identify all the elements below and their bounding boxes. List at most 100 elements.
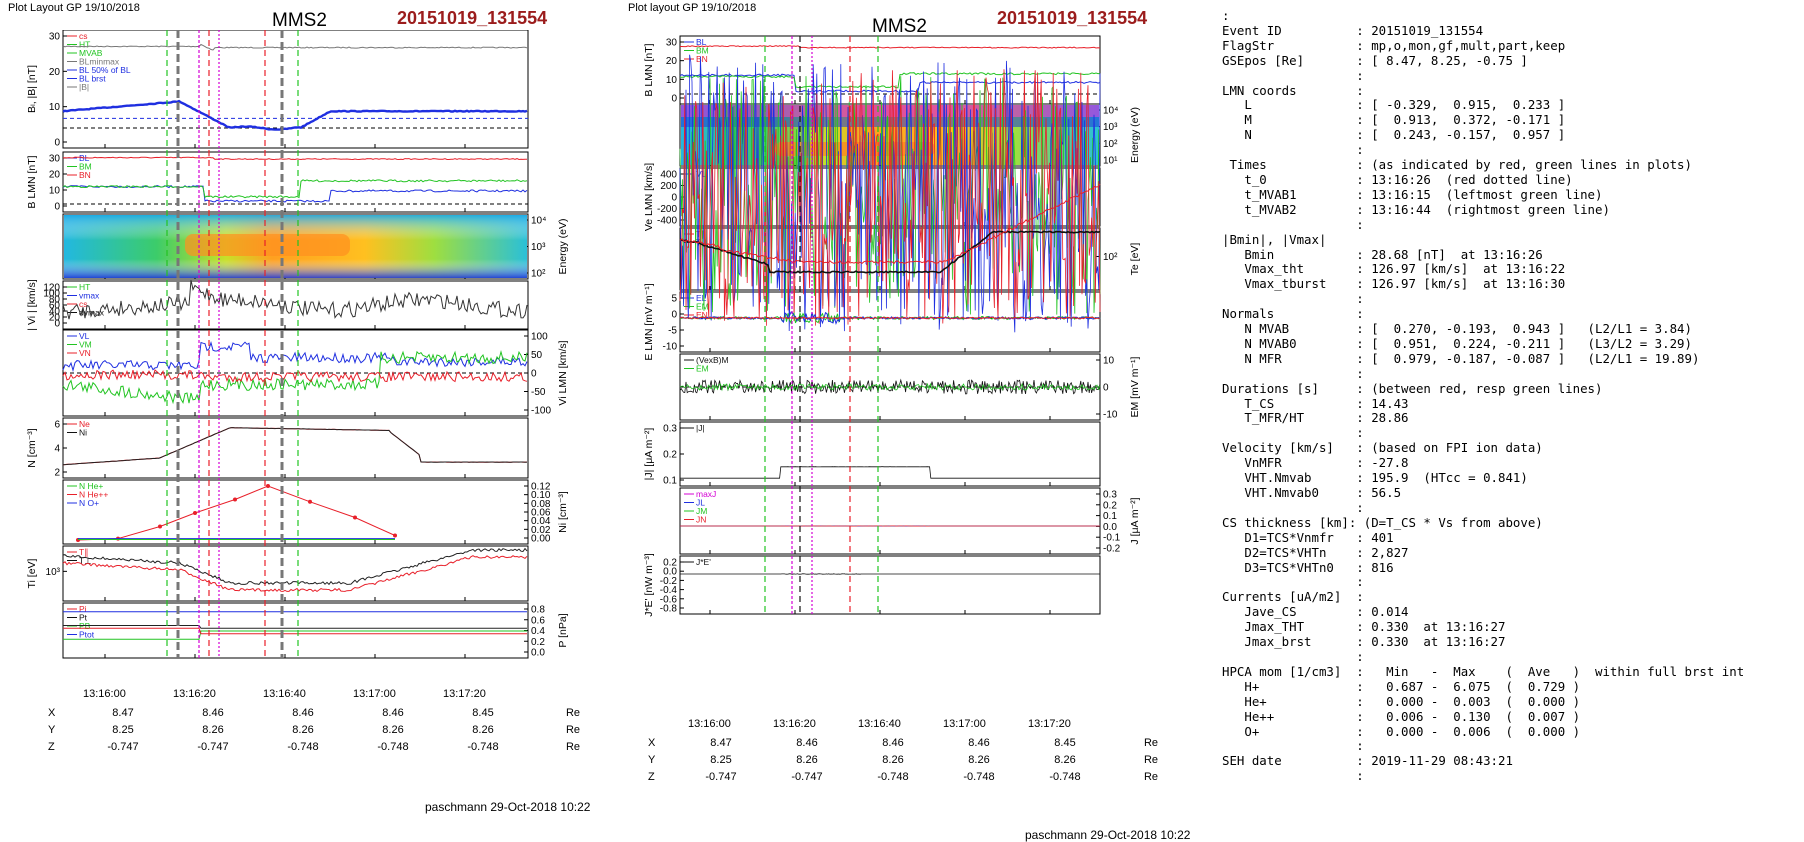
summary-line: : <box>1222 143 1802 158</box>
summary-line: N : [ 0.243, -0.157, 0.957 ] <box>1222 128 1802 143</box>
p1-ti-tick-label: 10³ <box>46 567 61 578</box>
p2-j-ylabel: |J| [μA m⁻²] <box>643 428 655 481</box>
p1-n-tick-label: 6 <box>54 420 60 431</box>
p1-nhepp-point <box>266 484 270 488</box>
p1-blmn-frame <box>63 152 528 212</box>
p1-nhe-ylabel: Ni [cm⁻³] <box>557 491 569 533</box>
position-value: -0.748 <box>258 738 348 755</box>
summary-line: VHT.Nmvab : 195.9 (HTcc = 0.841) <box>1222 471 1802 486</box>
summary-line: T_CS : 14.43 <box>1222 397 1802 412</box>
time-tick-label: 13:16:20 <box>173 688 216 700</box>
p1-b-ylabel: Bₗ, |B| [nT] <box>26 65 38 113</box>
p2-em-tick-label: 0 <box>1103 383 1109 394</box>
p2-e-tick-label: 0 <box>671 310 677 321</box>
p2-spec-tick-label: 10⁴ <box>1103 106 1118 117</box>
position-value: 8.26 <box>764 751 850 768</box>
p2-te-ylabel: Te [eV] <box>1129 243 1141 276</box>
summary-line: Jave_CS : 0.014 <box>1222 605 1802 620</box>
p2-j-tick-label: 0.3 <box>663 424 677 435</box>
plot1-event-id: 20151019_131554 <box>397 8 547 29</box>
time-tick-label: 13:16:40 <box>263 688 306 700</box>
position-value: -0.747 <box>78 738 168 755</box>
p2-e-tick-label: 5 <box>671 294 677 305</box>
position-value: 8.26 <box>1022 751 1108 768</box>
p2-jlmn-legend-entry: JN <box>696 515 706 525</box>
summary-line: He+ : 0.000 - 0.003 ( 0.000 ) <box>1222 695 1802 710</box>
summary-line: N MFR : [ 0.979, -0.187, -0.087 ] (L2/L1… <box>1222 352 1802 367</box>
position-value: -0.747 <box>168 738 258 755</box>
p2-e-tick-label: -5 <box>668 326 677 337</box>
p1-blmn-tick-label: 0 <box>54 202 60 213</box>
p1-vilmn-red <box>63 370 527 382</box>
p2-blmn-tick-label: 20 <box>666 56 678 67</box>
p2-j-tick-label: 0.1 <box>663 476 677 487</box>
p1-nhe-tick-label: 0.12 <box>531 482 551 493</box>
p1-blmn-tick-label: 30 <box>49 154 61 165</box>
summary-line: VHT.Nmvab0 : 56.5 <box>1222 486 1802 501</box>
summary-line: Durations [s] : (between red, resp green… <box>1222 382 1802 397</box>
p1-nhepp-point <box>233 498 237 502</box>
position-value: 8.45 <box>1022 734 1108 751</box>
summary-line: D1=TCS*Vnmfr : 401 <box>1222 531 1802 546</box>
p1-vilmn-ylabel: Vi LMN [km/s] <box>557 340 569 405</box>
summary-line: HPCA mom [1/cm3] : Min - Max ( Ave ) wit… <box>1222 665 1802 680</box>
p1-vilmn-blue <box>63 342 527 370</box>
p2-spec-ylabel: Energy (eV) <box>1129 107 1141 163</box>
summary-line: SEH date : 2019-11-29 08:43:21 <box>1222 754 1802 769</box>
position-unit: Re <box>1108 751 1194 768</box>
position-value: 8.45 <box>438 704 528 721</box>
summary-line: L : [ -0.329, 0.915, 0.233 ] <box>1222 98 1802 113</box>
time-tick-label: 13:16:20 <box>773 718 816 730</box>
p1-spectrogram-core <box>185 234 350 256</box>
p2-blmn-legend-entry: BN <box>696 54 708 64</box>
p1-b-tick-label: 10 <box>49 102 61 113</box>
summary-line: : <box>1222 9 1802 24</box>
p2-blmn-tick-label: 0 <box>671 94 677 105</box>
p1-tpar-trace <box>63 556 527 592</box>
p1-nhepp-point <box>393 534 397 538</box>
position-value: -0.748 <box>850 768 936 785</box>
p2-blmn-ylabel: B LMN [nT] <box>643 43 655 96</box>
time-tick-label: 13:16:00 <box>688 718 731 730</box>
p2-spec-tick-label: 10³ <box>1103 122 1118 133</box>
p1-blmn-legend-entry: BN <box>79 170 91 180</box>
summary-line: t_MVAB2 : 13:16:44 (rightmost green line… <box>1222 203 1802 218</box>
position-value: 8.26 <box>168 721 258 738</box>
p2-ve-tick-label: -200 <box>657 204 677 215</box>
position-value: 8.26 <box>348 721 438 738</box>
summary-line: Event ID : 20151019_131554 <box>1222 24 1802 39</box>
position-value: 8.47 <box>78 704 168 721</box>
plot2-event-id: 20151019_131554 <box>997 8 1147 29</box>
time-tick-label: 13:17:00 <box>943 718 986 730</box>
plot2-time-axis: 13:16:00 13:16:20 13:16:40 13:17:00 13:17:20 <box>672 718 1128 732</box>
p1-n-tick-label: 2 <box>54 468 60 479</box>
position-axis: Y <box>648 751 678 768</box>
p1-n-ylabel: N [cm⁻³] <box>26 428 38 467</box>
plot1-footer: paschmann 29-Oct-2018 10:22 <box>425 800 590 814</box>
position-axis: Z <box>648 768 678 785</box>
p2-ve-ylabel: Ve LMN [km/s] <box>643 163 655 231</box>
p1-bl-brst-trace <box>63 101 527 130</box>
p1-b-tick-label: 30 <box>49 32 61 43</box>
p1-vilmn-tick-label: -50 <box>531 387 546 398</box>
p2-ve-tick-label: -400 <box>657 216 677 227</box>
time-tick-label: 13:17:20 <box>1028 718 1071 730</box>
p1-ne-trace <box>63 428 527 465</box>
p2-blmn-red <box>680 46 1100 48</box>
summary-line: O+ : 0.000 - 0.006 ( 0.000 ) <box>1222 725 1802 740</box>
p1-vilmn-legend-entry: VN <box>79 348 91 358</box>
p2-je-legend-entry: J*E' <box>696 557 711 567</box>
position-value: -0.748 <box>348 738 438 755</box>
time-tick-label: 13:16:40 <box>858 718 901 730</box>
p2-jlmn-tick-label: -0.1 <box>1103 533 1121 544</box>
p2-jlmn-tick-label: 0.2 <box>1103 500 1117 511</box>
position-value: 8.26 <box>936 751 1022 768</box>
p2-blmn-green <box>680 73 1100 88</box>
p2-e-tick-label: -10 <box>663 342 678 353</box>
p1-nhepp-point <box>193 511 197 515</box>
p2-jlmn-tick-label: -0.2 <box>1103 544 1121 555</box>
position-value: 8.46 <box>348 704 438 721</box>
